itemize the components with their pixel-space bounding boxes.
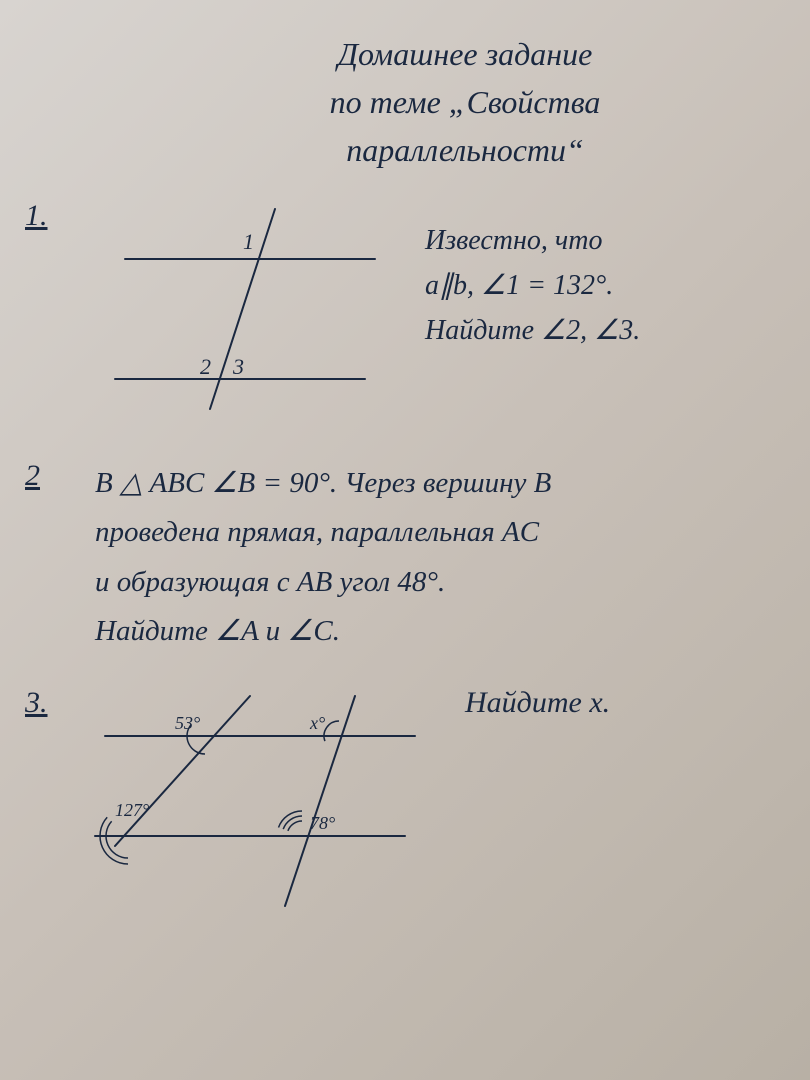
diagram-1-svg: 1 23: [75, 199, 395, 429]
problem-3: 3. 53° x° 127° 78° Найдите x.: [25, 686, 785, 926]
title-line2: по теме „Свойства: [145, 78, 785, 126]
p1-line1: Известно, что: [425, 219, 640, 264]
svg-text:3: 3: [232, 354, 244, 379]
diagram-3-svg: 53° x° 127° 78°: [75, 686, 425, 926]
homework-page: Домашнее задание по теме „Свойства парал…: [0, 0, 810, 986]
problem-1-content: 1 23 Известно, что a∥b, ∠1 = 132°. Найдит…: [75, 199, 785, 429]
problem-1-text: Известно, что a∥b, ∠1 = 132°. Найдите ∠2…: [425, 199, 640, 353]
problem-1-diagram: 1 23: [75, 199, 395, 429]
p2-line2: проведена прямая, параллельная AC: [95, 508, 785, 557]
svg-text:53°: 53°: [175, 713, 200, 733]
p1-line3: Найдите ∠2, ∠3.: [425, 309, 640, 354]
p2-line3: и образующая с AB угол 48°.: [95, 558, 785, 607]
problem-1-number: 1.: [25, 199, 48, 233]
problem-3-number: 3.: [25, 686, 48, 720]
page-title: Домашнее задание по теме „Свойства парал…: [25, 30, 785, 174]
svg-text:2: 2: [200, 354, 211, 379]
problem-3-content: 53° x° 127° 78° Найдите x.: [75, 686, 785, 926]
p1-line2: a∥b, ∠1 = 132°.: [425, 264, 640, 309]
problem-3-diagram: 53° x° 127° 78°: [75, 686, 425, 926]
p2-line4: Найдите ∠A и ∠C.: [95, 607, 785, 656]
svg-text:127°: 127°: [115, 800, 149, 820]
title-line1: Домашнее задание: [145, 30, 785, 78]
problem-2-text: В △ ABC ∠B = 90°. Через вершину B провед…: [75, 459, 785, 656]
title-line3: параллельности“: [145, 126, 785, 174]
problem-3-text: Найдите x.: [465, 686, 610, 720]
svg-text:x°: x°: [309, 713, 325, 733]
problem-1: 1. 1 23 Известно, что a∥b, ∠1 = 132°. Най…: [25, 199, 785, 429]
problem-2: 2 В △ ABC ∠B = 90°. Через вершину B пров…: [25, 459, 785, 656]
svg-text:78°: 78°: [310, 813, 335, 833]
svg-text:1: 1: [243, 229, 254, 254]
p2-line1: В △ ABC ∠B = 90°. Через вершину B: [95, 459, 785, 508]
problem-2-number: 2: [25, 459, 40, 493]
